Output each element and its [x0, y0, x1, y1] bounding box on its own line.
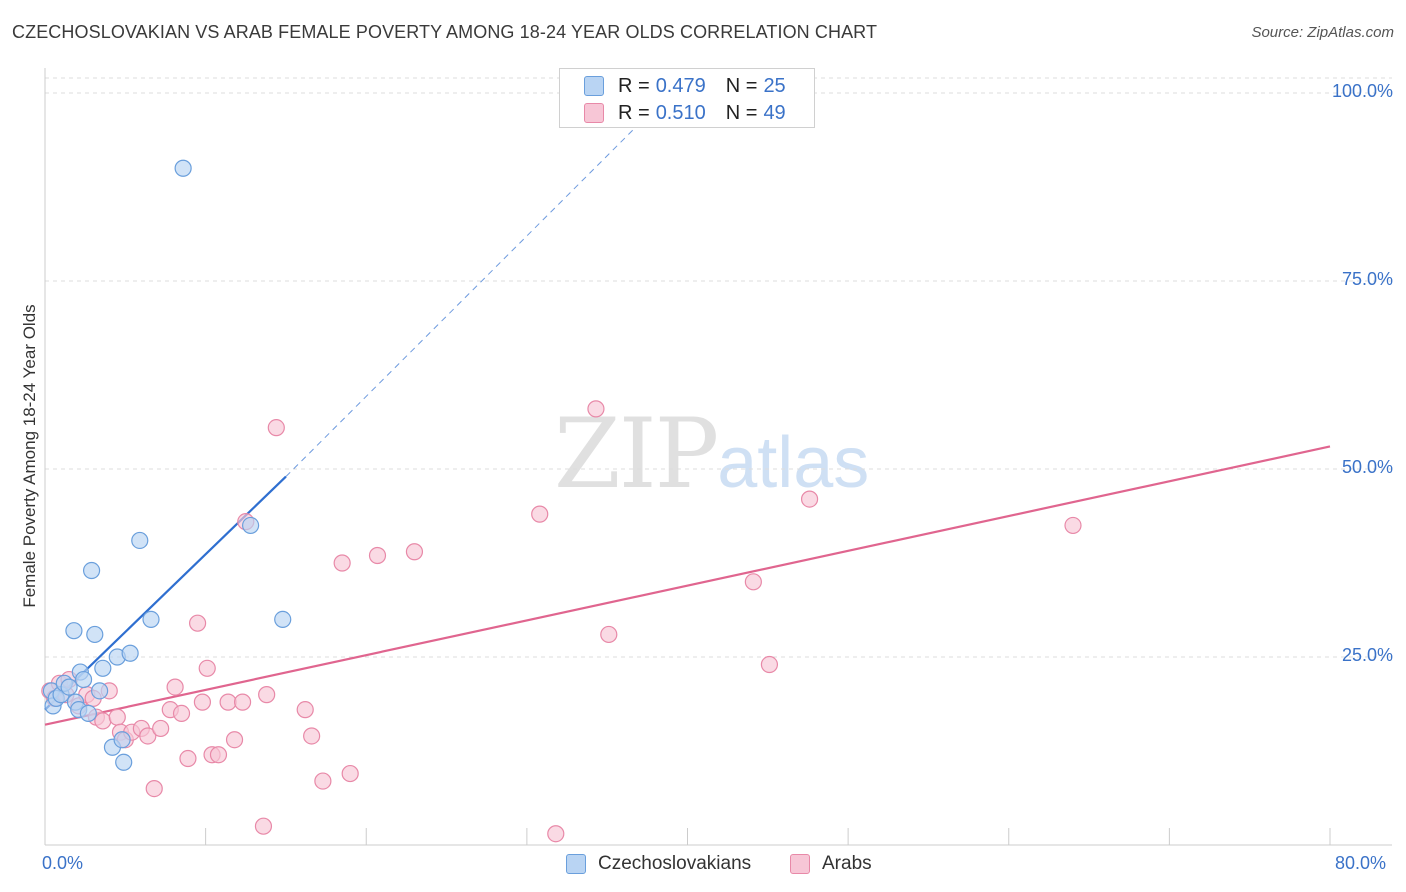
- trend-lines: [44, 115, 1331, 726]
- data-point-arab: [296, 701, 314, 719]
- data-point-arab: [587, 400, 605, 418]
- data-point-czech: [79, 704, 97, 723]
- y-tick-label: 100.0%: [1331, 81, 1393, 102]
- legend-swatch-czechoslovakians: [566, 854, 586, 874]
- legend-swatch-czech: [584, 76, 604, 96]
- data-point-czech: [121, 644, 139, 662]
- legend-r-value: 0.479: [655, 74, 706, 97]
- data-point-arab: [368, 546, 387, 565]
- correlation-legend: R = 0.479 N = 25 R = 0.510 N = 49: [559, 68, 815, 128]
- data-point-arab: [108, 708, 126, 726]
- data-point-arab: [314, 772, 332, 790]
- legend-label-czechoslovakians: Czechoslovakians: [598, 853, 752, 874]
- data-point-arab: [760, 655, 779, 674]
- data-point-czech: [74, 670, 93, 689]
- data-point-arab: [254, 817, 273, 835]
- data-point-czech: [113, 731, 131, 749]
- data-point-arab: [405, 543, 424, 561]
- data-points: [41, 159, 1082, 843]
- legend-item-arabs[interactable]: Arabs: [790, 852, 872, 876]
- data-point-arab: [225, 731, 244, 749]
- data-point-arab: [172, 704, 191, 723]
- legend-r-label: R =: [618, 74, 650, 97]
- data-point-arab: [547, 825, 565, 843]
- watermark-atlas: atlas: [717, 423, 870, 503]
- source-label[interactable]: Source: ZipAtlas.com: [1251, 24, 1394, 41]
- data-point-czech: [142, 610, 160, 629]
- legend-n-label: N =: [725, 101, 758, 124]
- data-point-czech: [94, 659, 112, 677]
- data-point-arab: [209, 746, 228, 764]
- data-point-arab: [166, 678, 184, 696]
- data-point-arab: [233, 693, 252, 711]
- data-point-czech: [242, 516, 260, 535]
- data-point-arab: [198, 659, 216, 677]
- watermark: ZIPatlas: [554, 398, 869, 510]
- legend-n-label: N =: [725, 74, 758, 97]
- legend-r-value: 0.510: [655, 101, 706, 124]
- y-axis-title: Female Poverty Among 18-24 Year Olds: [20, 304, 39, 608]
- grid-lines: [45, 77, 1392, 658]
- y-tick-label: 75.0%: [1341, 269, 1393, 290]
- data-point-arab: [193, 693, 212, 711]
- data-point-arab: [94, 712, 112, 730]
- data-point-czech: [86, 625, 104, 644]
- data-point-arab: [145, 780, 163, 798]
- data-point-czech: [174, 159, 192, 177]
- legend-row-czech: R = 0.479 N = 25: [584, 74, 786, 98]
- data-point-arab: [267, 419, 285, 437]
- x-tick-label-min: 0.0%: [42, 853, 84, 873]
- data-point-arab: [333, 554, 351, 572]
- data-point-czech: [131, 531, 149, 550]
- legend-swatch-arabs: [790, 854, 810, 874]
- y-tick-label: 25.0%: [1341, 645, 1393, 665]
- legend-r-label: R =: [618, 101, 650, 124]
- data-point-arab: [219, 693, 237, 711]
- legend-label-arabs: Arabs: [822, 853, 872, 874]
- data-point-czech: [60, 678, 78, 696]
- legend-swatch-arab: [584, 103, 604, 123]
- chart-title: CZECHOSLOVAKIAN VS ARAB FEMALE POVERTY A…: [12, 22, 878, 42]
- data-point-arab: [258, 686, 276, 704]
- legend-n-value: 49: [763, 101, 786, 124]
- data-point-arab: [341, 764, 359, 783]
- trend-line-arab: [44, 445, 1331, 726]
- data-point-czech: [115, 753, 133, 771]
- data-point-czech: [91, 682, 109, 700]
- data-point-arab: [531, 505, 549, 523]
- data-point-arab: [139, 727, 157, 745]
- data-point-arab: [179, 749, 197, 768]
- data-point-czech: [82, 561, 101, 580]
- data-point-czech: [65, 622, 83, 640]
- data-point-arab: [600, 625, 618, 644]
- data-point-czech: [274, 610, 292, 629]
- axes: [44, 68, 1392, 846]
- data-point-arab: [152, 719, 170, 738]
- data-point-arab: [1064, 516, 1082, 535]
- legend-item-czechoslovakians[interactable]: Czechoslovakians: [566, 852, 751, 876]
- legend-row-arab: R = 0.510 N = 49: [584, 101, 786, 125]
- watermark-zip: ZIP: [554, 398, 719, 510]
- trend-line-extension-czech: [285, 115, 648, 477]
- y-tick-label: 50.0%: [1341, 457, 1393, 478]
- data-point-arab: [800, 490, 819, 508]
- x-tick-label-max: 80.0%: [1335, 853, 1387, 873]
- data-point-arab: [303, 727, 321, 745]
- data-point-arab: [744, 573, 762, 591]
- legend-n-value: 25: [763, 74, 786, 97]
- data-point-arab: [188, 614, 207, 632]
